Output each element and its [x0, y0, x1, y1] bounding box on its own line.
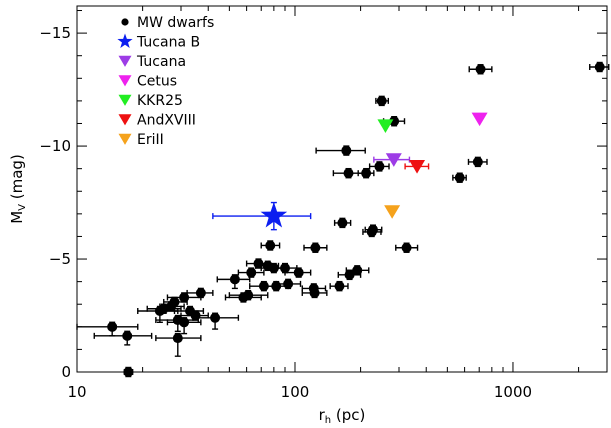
data-point — [169, 296, 180, 307]
legend-label: Tucana B — [136, 35, 200, 51]
data-point — [310, 242, 321, 253]
legend-item: KKR25 — [118, 93, 183, 109]
series-tucana-b — [212, 201, 312, 231]
data-point — [118, 94, 132, 106]
data-point — [118, 55, 132, 67]
legend-item: MW dwarfs — [121, 15, 214, 31]
data-point — [368, 224, 379, 235]
data-point — [472, 156, 483, 167]
y-axis-label: MV (mag) — [8, 154, 28, 224]
series-cetus — [471, 112, 488, 127]
data-point — [122, 330, 133, 341]
legend-item: AndXVIII — [118, 113, 196, 129]
data-point — [361, 168, 372, 179]
data-point — [309, 287, 320, 298]
data-point — [195, 287, 206, 298]
legend-item: Tucana — [118, 54, 186, 70]
data-point — [118, 133, 132, 145]
legend-label: AndXVIII — [137, 113, 196, 129]
data-point — [343, 168, 354, 179]
x-tick-label: 1000 — [494, 383, 532, 401]
data-point — [401, 242, 412, 253]
x-tick-label: 100 — [281, 383, 310, 401]
legend-item: EriII — [118, 132, 164, 148]
x-axis: 10 100 1000 — [67, 6, 580, 401]
data-point — [243, 290, 254, 301]
data-point — [376, 95, 387, 106]
data-point — [454, 172, 465, 183]
legend-label: Cetus — [137, 74, 177, 90]
data-point — [471, 112, 488, 127]
data-point — [190, 310, 201, 321]
data-point — [409, 160, 426, 174]
data-point — [594, 62, 605, 72]
data-point — [118, 75, 132, 87]
y-tick-label: −5 — [49, 250, 71, 268]
x-tick-label: 10 — [67, 383, 86, 401]
data-point — [260, 202, 288, 228]
data-point — [389, 116, 400, 127]
data-point — [117, 33, 133, 48]
data-point — [107, 321, 118, 332]
legend-label: Tucana — [136, 54, 186, 70]
series-tucana — [373, 153, 411, 167]
y-tick-label: 0 — [61, 363, 71, 381]
y-tick-label: −15 — [39, 24, 71, 42]
plot-frame — [76, 5, 608, 373]
legend-label: EriII — [137, 132, 164, 148]
data-point — [265, 240, 276, 251]
data-point — [374, 161, 385, 172]
data-point — [280, 263, 291, 274]
legend: MW dwarfs Tucana B Tucana Cetus KKR25 AndXVII… — [117, 15, 214, 148]
data-point — [179, 317, 190, 328]
data-point — [229, 274, 240, 285]
data-point — [385, 153, 402, 167]
data-point — [334, 281, 345, 292]
data-point — [352, 265, 363, 276]
data-point — [344, 269, 355, 280]
x-axis-label: rh (pc) — [319, 406, 366, 426]
data-point — [118, 114, 132, 126]
y-tick-label: −10 — [39, 137, 71, 155]
data-layer — [76, 61, 610, 378]
series-andxviii — [404, 160, 430, 174]
data-point — [475, 64, 486, 75]
legend-label: KKR25 — [137, 93, 183, 109]
data-point — [246, 267, 257, 278]
data-point — [283, 278, 294, 289]
data-point — [377, 119, 394, 133]
data-point — [121, 18, 129, 26]
series-mw-dwarfs — [76, 61, 610, 378]
data-point — [341, 145, 352, 156]
data-point — [172, 333, 183, 344]
data-point — [210, 312, 221, 323]
series-eriii — [384, 205, 401, 219]
y-axis: 0 −5 −10 −15 — [39, 10, 607, 381]
data-point — [293, 267, 304, 278]
legend-item: Cetus — [118, 74, 177, 90]
legend-item: Tucana B — [117, 33, 200, 51]
legend-label: MW dwarfs — [137, 15, 214, 31]
data-point — [384, 205, 401, 219]
data-point — [123, 367, 134, 377]
data-point — [337, 217, 348, 228]
series-kkr25 — [377, 119, 394, 133]
